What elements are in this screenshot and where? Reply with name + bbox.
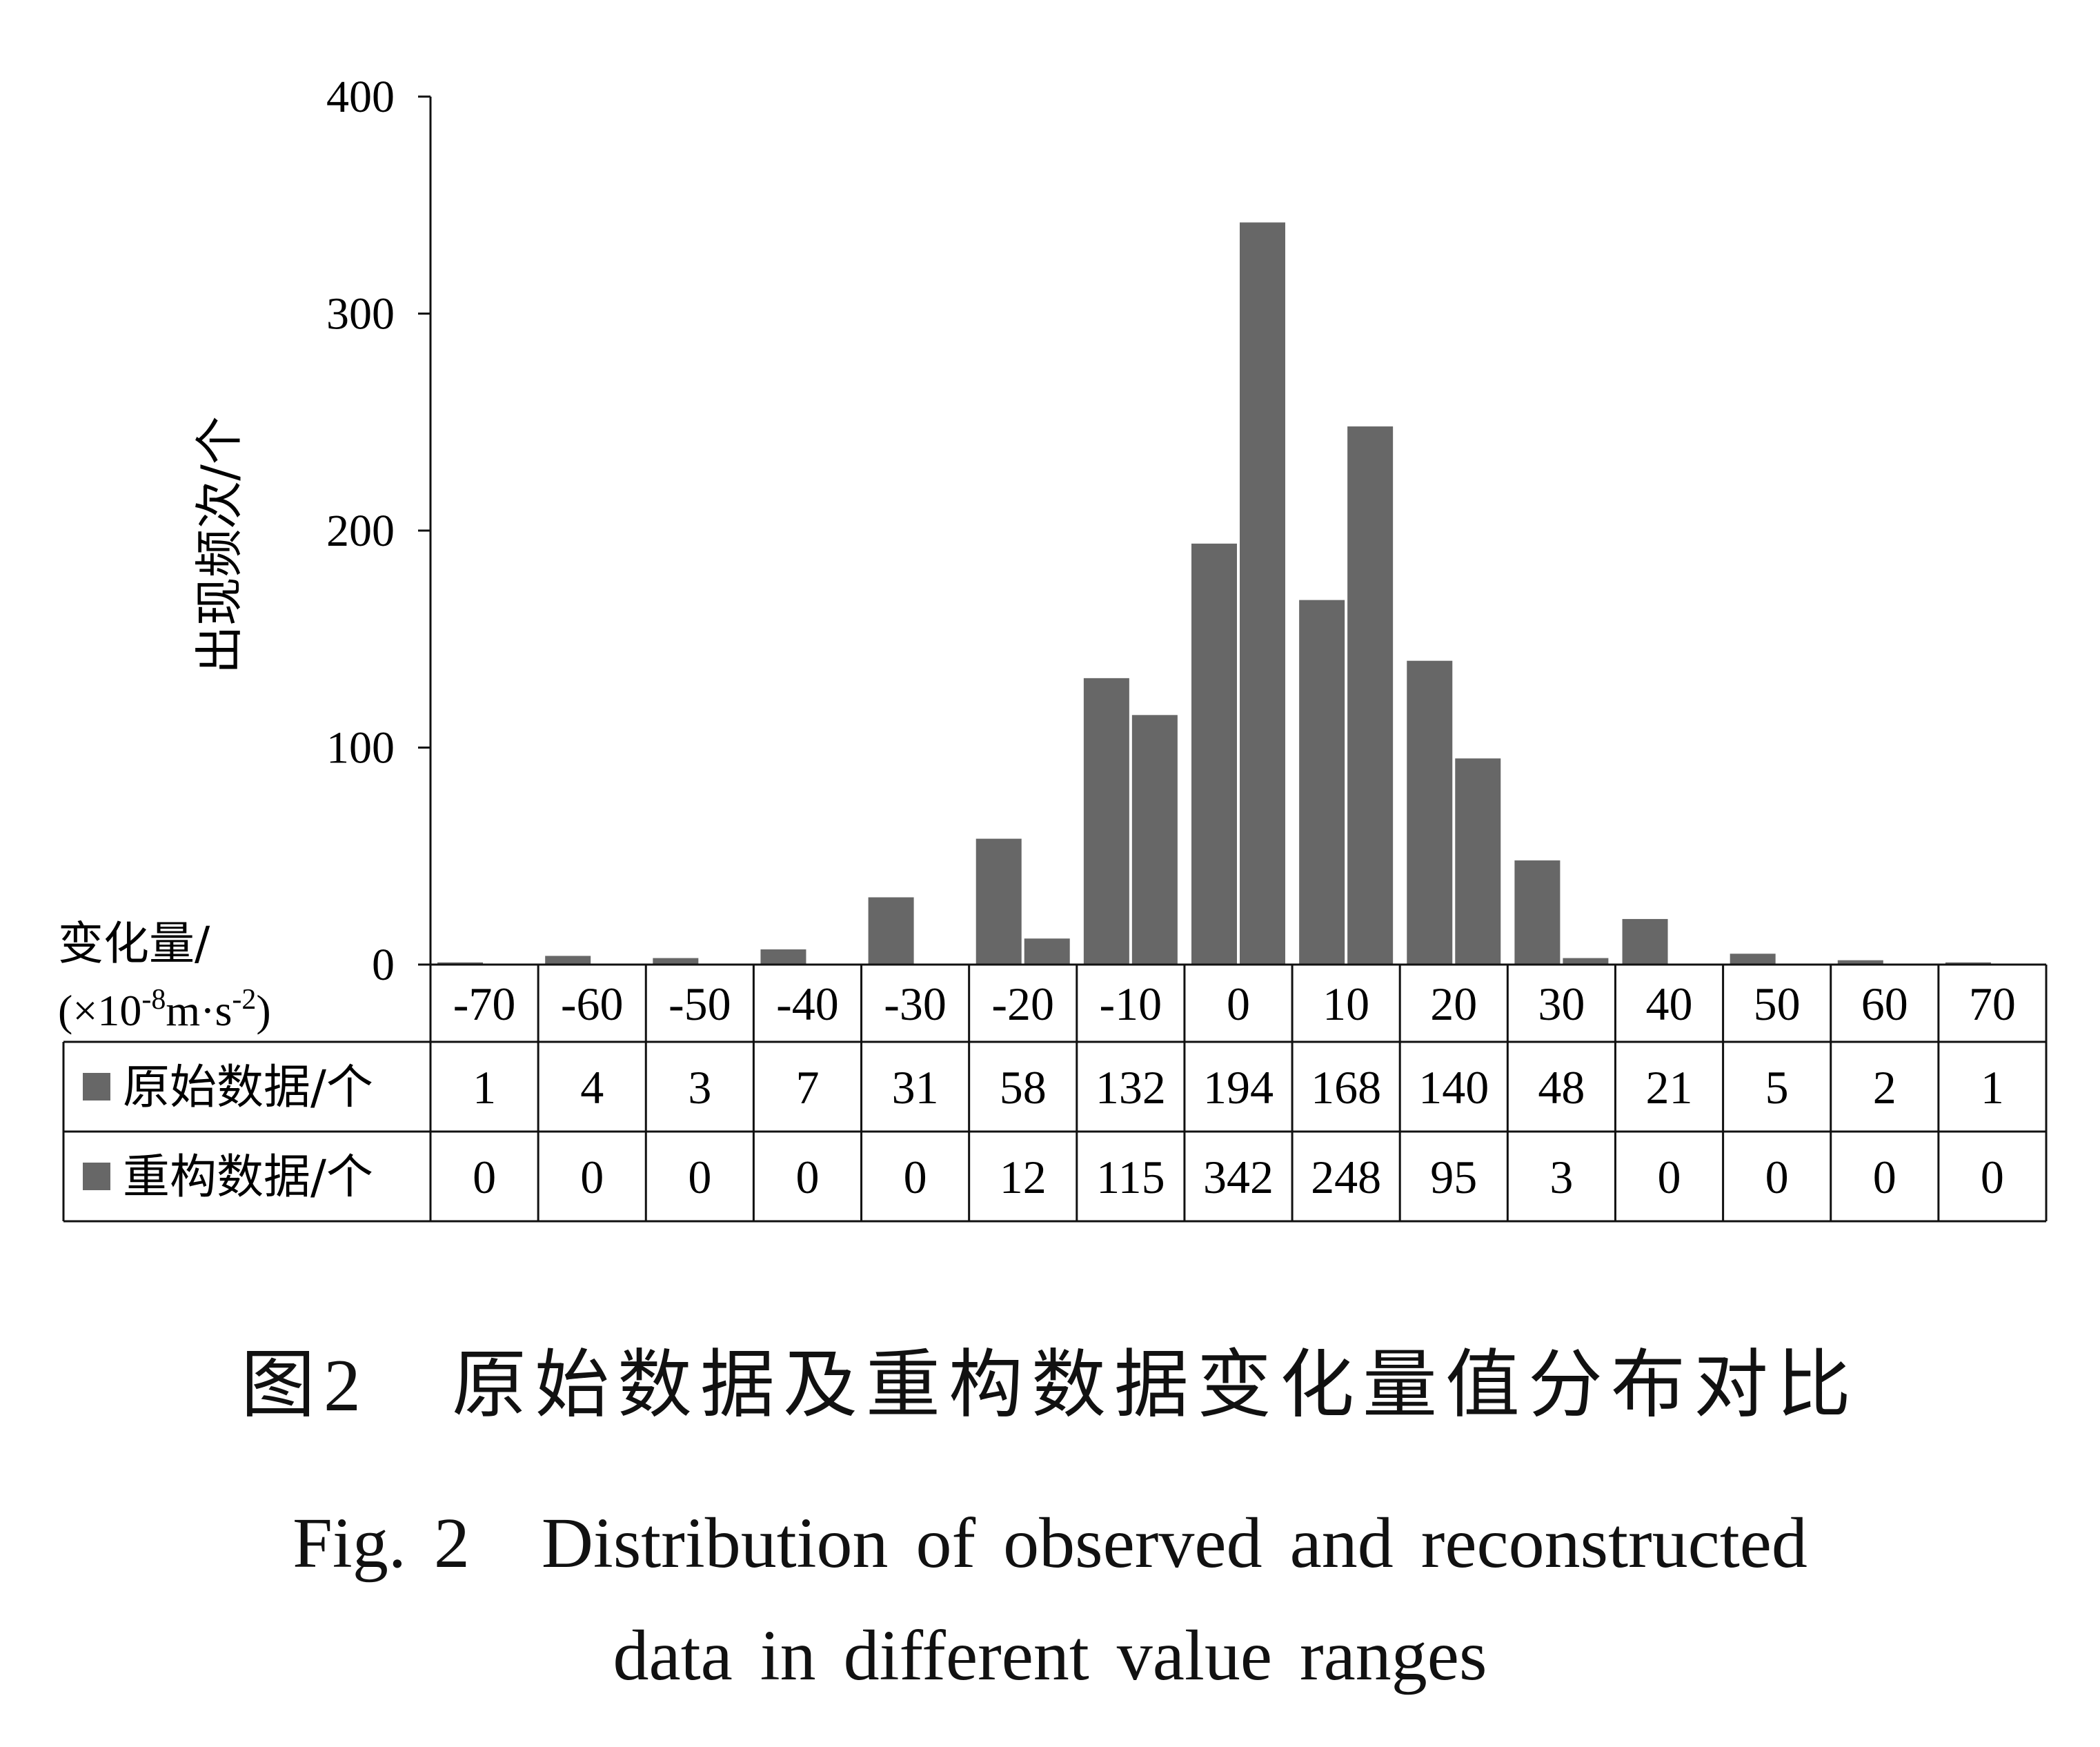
bar-original xyxy=(975,838,1022,965)
legend-label: 重构数据/个 xyxy=(123,1150,373,1205)
bar-original xyxy=(1299,600,1345,965)
data-label-reconstructed: 12 xyxy=(1000,1151,1047,1203)
bar-reconstructed xyxy=(1563,958,1609,965)
data-label-original: 21 xyxy=(1646,1061,1693,1114)
y-tick-label: 0 xyxy=(372,940,395,990)
data-label-original: 31 xyxy=(892,1061,939,1114)
x-category-label: -70 xyxy=(453,978,516,1030)
data-label-original: 140 xyxy=(1418,1061,1489,1114)
data-label-original: 194 xyxy=(1203,1061,1274,1114)
data-label-original: 48 xyxy=(1538,1061,1585,1114)
figure-caption-en-line2: data in different value ranges xyxy=(613,1616,1487,1695)
bar-original xyxy=(1083,678,1129,965)
bar-original xyxy=(1730,954,1776,965)
plot-area: 0 100 200 300 400 出现频次/个 xyxy=(191,72,1991,990)
data-label-reconstructed: 115 xyxy=(1096,1151,1165,1203)
x-category-label: 30 xyxy=(1538,978,1585,1030)
data-label-reconstructed: 0 xyxy=(580,1151,604,1203)
bar-reconstructed xyxy=(1024,938,1070,965)
x-category-label: -20 xyxy=(991,978,1054,1030)
bar-reconstructed xyxy=(1240,222,1285,965)
data-label-reconstructed: 0 xyxy=(1765,1151,1789,1203)
data-label-reconstructed: 342 xyxy=(1203,1151,1274,1203)
figure-caption-cn: 图2 原始数据及重构数据变化量值分布对比 xyxy=(240,1345,1859,1427)
data-label-reconstructed: 0 xyxy=(473,1151,496,1203)
data-label-reconstructed: 0 xyxy=(1873,1151,1896,1203)
data-label-original: 4 xyxy=(580,1061,604,1114)
data-label-original: 5 xyxy=(1765,1061,1789,1114)
x-category-label: 0 xyxy=(1227,978,1250,1030)
x-category-label: 50 xyxy=(1754,978,1801,1030)
bar-reconstructed xyxy=(1131,715,1178,965)
data-label-reconstructed: 95 xyxy=(1430,1151,1477,1203)
bar-original xyxy=(1407,660,1453,965)
data-label-reconstructed: 248 xyxy=(1311,1151,1381,1203)
bar-original xyxy=(1945,962,1991,965)
data-label-reconstructed: 0 xyxy=(795,1151,819,1203)
x-category-label: -30 xyxy=(884,978,947,1030)
x-category-label: -40 xyxy=(776,978,839,1030)
bar-original xyxy=(545,956,591,965)
bar-original xyxy=(437,962,484,965)
x-category-label: 60 xyxy=(1861,978,1908,1030)
bar-reconstructed xyxy=(1347,426,1394,965)
data-label-original: 3 xyxy=(688,1061,711,1114)
x-axis-title-line1: 变化量/ xyxy=(58,917,210,970)
y-axis-title: 出现频次/个 xyxy=(191,416,248,674)
data-label-original: 2 xyxy=(1873,1061,1896,1114)
legend-swatch xyxy=(83,1163,110,1190)
data-label-original: 168 xyxy=(1311,1061,1381,1114)
bar-original xyxy=(1191,543,1237,965)
x-category-label: 20 xyxy=(1430,978,1477,1030)
x-category-label: 10 xyxy=(1323,978,1369,1030)
data-label-original: 7 xyxy=(795,1061,819,1114)
y-tick-label: 200 xyxy=(326,506,395,556)
y-tick-label: 300 xyxy=(326,289,395,339)
data-label-original: 1 xyxy=(473,1061,496,1114)
x-category-label: -50 xyxy=(668,978,731,1030)
data-label-reconstructed: 0 xyxy=(1658,1151,1681,1203)
x-axis-title-line2: (×10-8m·s-2) xyxy=(58,984,271,1035)
data-label-reconstructed: 3 xyxy=(1549,1151,1573,1203)
data-label-reconstructed: 0 xyxy=(1981,1151,2004,1203)
x-category-label: 70 xyxy=(1969,978,2016,1030)
data-label-reconstructed: 0 xyxy=(904,1151,927,1203)
y-tick-label: 400 xyxy=(326,72,395,122)
bar-original xyxy=(868,897,914,965)
legend-label: 原始数据/个 xyxy=(123,1060,373,1115)
data-label-reconstructed: 0 xyxy=(688,1151,711,1203)
bar-original xyxy=(1622,918,1668,965)
data-label-original: 1 xyxy=(1981,1061,2004,1114)
data-label-original: 132 xyxy=(1096,1061,1166,1114)
bar-original xyxy=(1514,860,1561,965)
figure-caption-en-line1: Fig. 2 Distribution of observed and reco… xyxy=(293,1503,1807,1583)
data-table: -70 -60 -50 -40 -30 -20 -10 0 10 20 30 40 50 60 701 4 3 7… xyxy=(58,917,2048,1223)
x-category-label: 40 xyxy=(1646,978,1693,1030)
bar-original xyxy=(653,958,699,965)
legend-swatch xyxy=(83,1073,110,1100)
x-category-label: -10 xyxy=(1100,978,1162,1030)
bar-original xyxy=(1837,960,1883,965)
bar-original xyxy=(760,949,806,965)
x-category-label: -60 xyxy=(561,978,624,1030)
bar-reconstructed xyxy=(1455,758,1501,965)
data-label-original: 58 xyxy=(1000,1061,1047,1114)
y-tick-label: 100 xyxy=(326,723,395,773)
